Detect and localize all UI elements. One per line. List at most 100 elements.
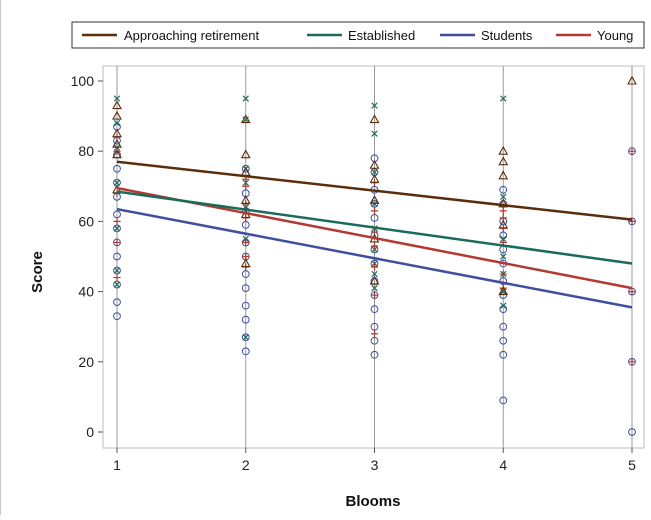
young-point bbox=[113, 273, 121, 282]
established-point bbox=[500, 302, 507, 309]
established-point bbox=[371, 102, 378, 109]
approaching-retirement-point bbox=[240, 195, 251, 204]
plot-area: 1 2 3 4 5 0 20 40 60 80 100 bbox=[71, 65, 645, 473]
students-point bbox=[499, 350, 508, 359]
established-point bbox=[371, 169, 378, 176]
students-point bbox=[113, 252, 121, 261]
students-point bbox=[113, 298, 121, 307]
approaching-retirement-point bbox=[369, 275, 380, 285]
x-tick-label: 4 bbox=[499, 457, 507, 473]
students-point bbox=[370, 350, 379, 359]
students-point bbox=[499, 396, 508, 405]
established-point bbox=[371, 270, 378, 278]
young-point bbox=[628, 358, 636, 366]
students-point bbox=[113, 280, 121, 289]
y-tick-label: 0 bbox=[86, 424, 94, 440]
young-point bbox=[370, 291, 379, 299]
approaching-retirement-point bbox=[240, 149, 251, 159]
students-point bbox=[241, 315, 250, 324]
students-point bbox=[370, 213, 379, 222]
approaching-retirement-point bbox=[498, 156, 509, 166]
students-point bbox=[241, 301, 250, 310]
x-tick-label: 2 bbox=[242, 457, 250, 473]
established-point bbox=[242, 95, 249, 102]
established-point bbox=[371, 284, 378, 292]
approaching-retirement-point bbox=[498, 170, 509, 180]
established-point bbox=[113, 95, 121, 102]
approaching-retirement-point bbox=[112, 149, 122, 159]
students-point bbox=[113, 266, 121, 275]
approaching-retirement-point bbox=[627, 75, 637, 85]
young-point bbox=[499, 270, 507, 278]
established-point bbox=[500, 253, 507, 260]
legend-label-approaching-retirement: Approaching retirement bbox=[124, 28, 260, 43]
y-tick-label: 20 bbox=[78, 354, 94, 370]
established-point bbox=[113, 225, 121, 232]
approaching-retirement-point bbox=[498, 198, 509, 208]
plot-border bbox=[102, 65, 645, 449]
students-point bbox=[499, 185, 508, 194]
students-point bbox=[241, 270, 250, 278]
students-point bbox=[113, 164, 121, 173]
approaching-retirement-point bbox=[498, 145, 509, 155]
students-point bbox=[241, 347, 250, 356]
established-point bbox=[113, 179, 121, 187]
established-trend-line bbox=[116, 190, 633, 265]
approaching-retirement-point bbox=[240, 258, 251, 268]
students-point bbox=[370, 336, 379, 345]
young-point bbox=[113, 238, 121, 247]
approaching-retirement-point bbox=[240, 114, 251, 124]
approaching-retirement-point bbox=[369, 159, 380, 169]
x-tick-label: 3 bbox=[371, 457, 379, 473]
approaching-retirement-point bbox=[112, 100, 122, 110]
students-trend-line bbox=[116, 207, 633, 309]
established-point bbox=[113, 281, 121, 288]
established-point bbox=[500, 193, 507, 201]
y-axis-title: Score bbox=[29, 251, 46, 293]
legend: Approaching retirement Established Student… bbox=[71, 21, 645, 49]
y-tick-label: 60 bbox=[78, 213, 94, 229]
students-point bbox=[113, 312, 121, 321]
y-tick-label: 40 bbox=[78, 284, 94, 300]
approaching-retirement-point bbox=[112, 128, 122, 138]
approaching-retirement-trend-line bbox=[116, 160, 633, 221]
approaching-retirement-point bbox=[369, 114, 380, 124]
young-point bbox=[628, 147, 636, 155]
established-point bbox=[113, 267, 121, 274]
approaching-retirement-point bbox=[112, 138, 122, 148]
x-tick-label: 1 bbox=[113, 457, 121, 473]
young-point bbox=[370, 207, 379, 215]
students-point bbox=[370, 305, 379, 314]
students-point bbox=[241, 221, 250, 229]
students-point bbox=[499, 336, 508, 345]
students-point bbox=[113, 224, 121, 233]
approaching-retirement-point bbox=[498, 286, 509, 296]
x-tick-label: 5 bbox=[628, 457, 636, 473]
young-point bbox=[370, 263, 379, 271]
young-point bbox=[242, 182, 250, 190]
students-point bbox=[241, 333, 250, 342]
legend-label-established: Established bbox=[348, 28, 415, 43]
x-axis-title: Blooms bbox=[345, 493, 400, 510]
established-point bbox=[500, 95, 507, 102]
y-tick-label: 80 bbox=[78, 143, 94, 159]
legend-label-young: Young bbox=[597, 28, 633, 43]
y-tick-label: 100 bbox=[71, 73, 95, 89]
legend-box bbox=[71, 21, 645, 49]
students-point bbox=[241, 284, 250, 292]
students-point bbox=[370, 322, 379, 331]
established-point bbox=[113, 119, 121, 127]
established-point bbox=[242, 334, 249, 341]
approaching-retirement-point bbox=[369, 195, 380, 204]
young-point bbox=[370, 330, 379, 338]
approaching-retirement-point bbox=[369, 173, 380, 183]
young-point bbox=[242, 238, 250, 247]
approaching-retirement-point bbox=[498, 219, 509, 229]
students-point bbox=[499, 322, 508, 331]
young-point bbox=[499, 207, 507, 215]
approaching-retirement-point bbox=[112, 110, 122, 120]
young-point bbox=[628, 288, 636, 296]
young-point bbox=[113, 217, 121, 225]
